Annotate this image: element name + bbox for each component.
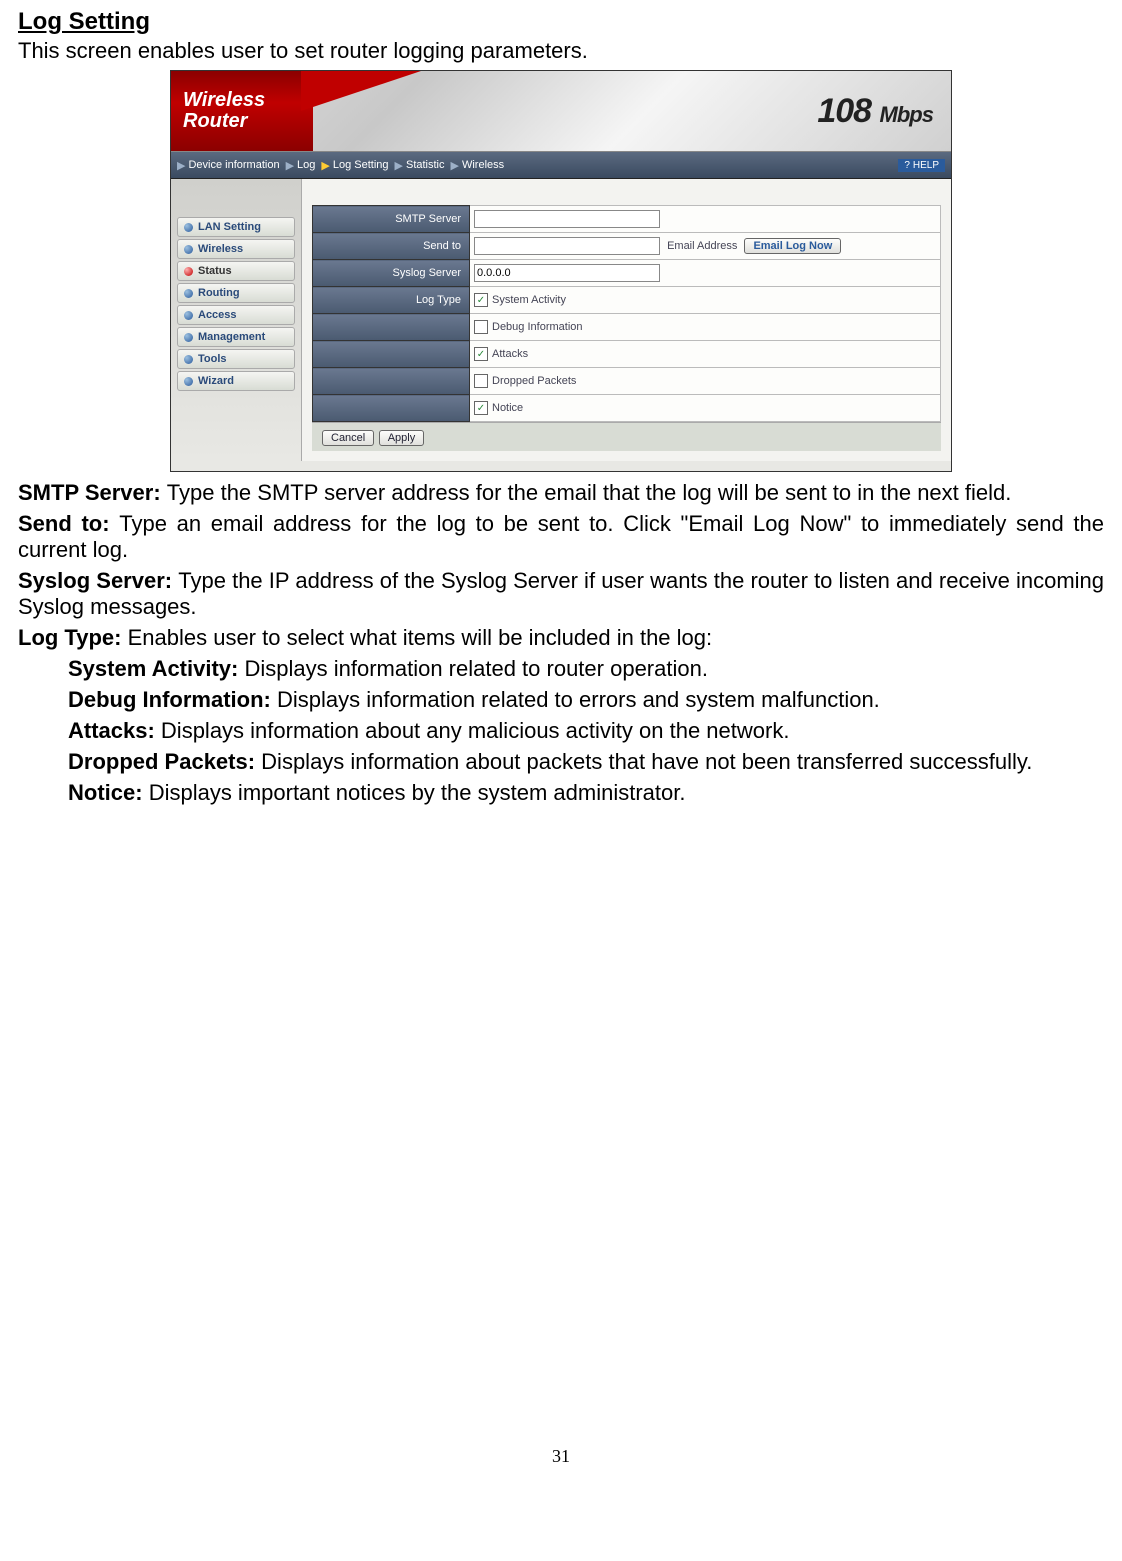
checkbox-icon: ✓ [474, 347, 488, 361]
blank-label [313, 395, 470, 422]
sidebar-item[interactable]: Tools [177, 349, 295, 369]
bullet-icon [184, 245, 193, 254]
action-bar: Cancel Apply [312, 422, 941, 451]
sidebar-item[interactable]: LAN Setting [177, 217, 295, 237]
banner-speed-unit: Mbps [880, 102, 933, 127]
intro-text: This screen enables user to set router l… [18, 38, 1104, 64]
breadcrumb-item[interactable]: ▶Device information [177, 159, 280, 172]
banner-logo: Wireless Router [171, 71, 313, 151]
breadcrumb-item[interactable]: ▶Statistic [395, 159, 445, 172]
sidebar-item[interactable]: Routing [177, 283, 295, 303]
smtp-input[interactable] [474, 210, 660, 228]
sidebar-item-label: Status [198, 265, 232, 277]
desc-sendto: Send to: Type an email address for the l… [18, 511, 1104, 563]
banner-speed-num: 108 [817, 92, 871, 130]
sidebar-item[interactable]: Management [177, 327, 295, 347]
sidebar-item[interactable]: Wireless [177, 239, 295, 259]
sidebar-item-label: Access [198, 309, 237, 321]
checkbox-icon [474, 374, 488, 388]
breadcrumb-item[interactable]: ▶ Log Setting [321, 159, 388, 172]
chevron-right-icon: ▶ [451, 159, 459, 172]
option-label: Notice [492, 402, 523, 414]
option-label: Attacks [492, 348, 528, 360]
option-label: Dropped Packets [492, 375, 576, 387]
breadcrumb-label: Statistic [406, 159, 445, 171]
sidebar-item-label: Tools [198, 353, 227, 365]
breadcrumb-label: Log [297, 159, 315, 171]
form-table: SMTP Server Send to Email Address Email … [312, 205, 941, 422]
desc-logtype: Log Type: Enables user to select what it… [18, 625, 1104, 651]
chevron-right-icon: ▶ [395, 159, 403, 172]
section-heading: Log Setting [18, 8, 1104, 36]
syslog-label: Syslog Server [313, 260, 470, 287]
banner-line1: Wireless [183, 89, 313, 112]
checkbox-icon: ✓ [474, 293, 488, 307]
sidebar-item[interactable]: Wizard [177, 371, 295, 391]
banner: Wireless Router 108 Mbps [171, 71, 951, 152]
sidebar-item-label: Management [198, 331, 265, 343]
breadcrumb-item[interactable]: ▶Wireless [451, 159, 505, 172]
bullet-icon [184, 223, 193, 232]
desc-smtp: SMTP Server: Type the SMTP server addres… [18, 480, 1104, 506]
sidebar-item[interactable]: Access [177, 305, 295, 325]
logtype-option[interactable]: ✓ System Activity [474, 293, 936, 307]
sidebar-item-label: Routing [198, 287, 240, 299]
sendto-input[interactable] [474, 237, 660, 255]
bullet-icon [184, 289, 193, 298]
main-panel: SMTP Server Send to Email Address Email … [302, 179, 951, 461]
blank-label [313, 341, 470, 368]
breadcrumb-label: Device information [188, 159, 279, 171]
logtype-option[interactable]: ✓ Attacks [474, 347, 936, 361]
blank-label [313, 368, 470, 395]
logtype-option[interactable]: Debug Information [474, 320, 936, 334]
logtype-option[interactable]: ✓ Notice [474, 401, 936, 415]
desc-debug-info: Debug Information: Displays information … [68, 687, 1104, 713]
chevron-right-icon: ▶ [177, 159, 185, 172]
option-label: System Activity [492, 294, 566, 306]
desc-notice: Notice: Displays important notices by th… [68, 780, 1104, 806]
sendto-label: Send to [313, 233, 470, 260]
banner-swoosh [301, 71, 421, 111]
desc-dropped-packets: Dropped Packets: Displays information ab… [68, 749, 1104, 775]
checkbox-icon [474, 320, 488, 334]
checkbox-icon: ✓ [474, 401, 488, 415]
breadcrumb-item[interactable]: ▶Log [286, 159, 316, 172]
email-address-label: Email Address [667, 240, 737, 252]
cancel-button[interactable]: Cancel [322, 430, 374, 446]
breadcrumb-label: Wireless [462, 159, 504, 171]
page-number: 31 [18, 1446, 1104, 1467]
help-icon: ? [904, 160, 910, 171]
bullet-icon [184, 355, 193, 364]
logtype-option[interactable]: Dropped Packets [474, 374, 936, 388]
smtp-label: SMTP Server [313, 206, 470, 233]
desc-attacks: Attacks: Displays information about any … [68, 718, 1104, 744]
bullet-icon [184, 311, 193, 320]
help-button[interactable]: ? HELP [898, 159, 945, 172]
router-screenshot: Wireless Router 108 Mbps ▶Device informa… [170, 70, 952, 472]
footer-line [171, 461, 951, 471]
sidebar-item-label: Wizard [198, 375, 234, 387]
banner-line2: Router [183, 110, 313, 133]
option-label: Debug Information [492, 321, 583, 333]
breadcrumb-bar: ▶Device information▶Log▶Log Setting▶Stat… [171, 152, 951, 179]
logtype-label: Log Type [313, 287, 470, 314]
email-log-now-button[interactable]: Email Log Now [744, 238, 841, 254]
sidebar-item-label: Wireless [198, 243, 243, 255]
bullet-icon [184, 377, 193, 386]
banner-speed: 108 Mbps [817, 92, 951, 131]
desc-system-activity: System Activity: Displays information re… [68, 656, 1104, 682]
bullet-icon [184, 333, 193, 342]
chevron-right-icon: ▶ [286, 159, 294, 172]
chevron-right-icon: ▶ [321, 159, 329, 172]
sidebar: LAN Setting Wireless Status Routing Access Ma… [171, 179, 302, 461]
bullet-icon [184, 267, 193, 276]
apply-button[interactable]: Apply [379, 430, 425, 446]
desc-syslog: Syslog Server: Type the IP address of th… [18, 568, 1104, 620]
blank-label [313, 314, 470, 341]
sidebar-item-label: LAN Setting [198, 221, 261, 233]
syslog-input[interactable] [474, 264, 660, 282]
sidebar-item[interactable]: Status [177, 261, 295, 281]
breadcrumb-label: Log Setting [333, 159, 389, 171]
help-label: HELP [913, 160, 939, 171]
